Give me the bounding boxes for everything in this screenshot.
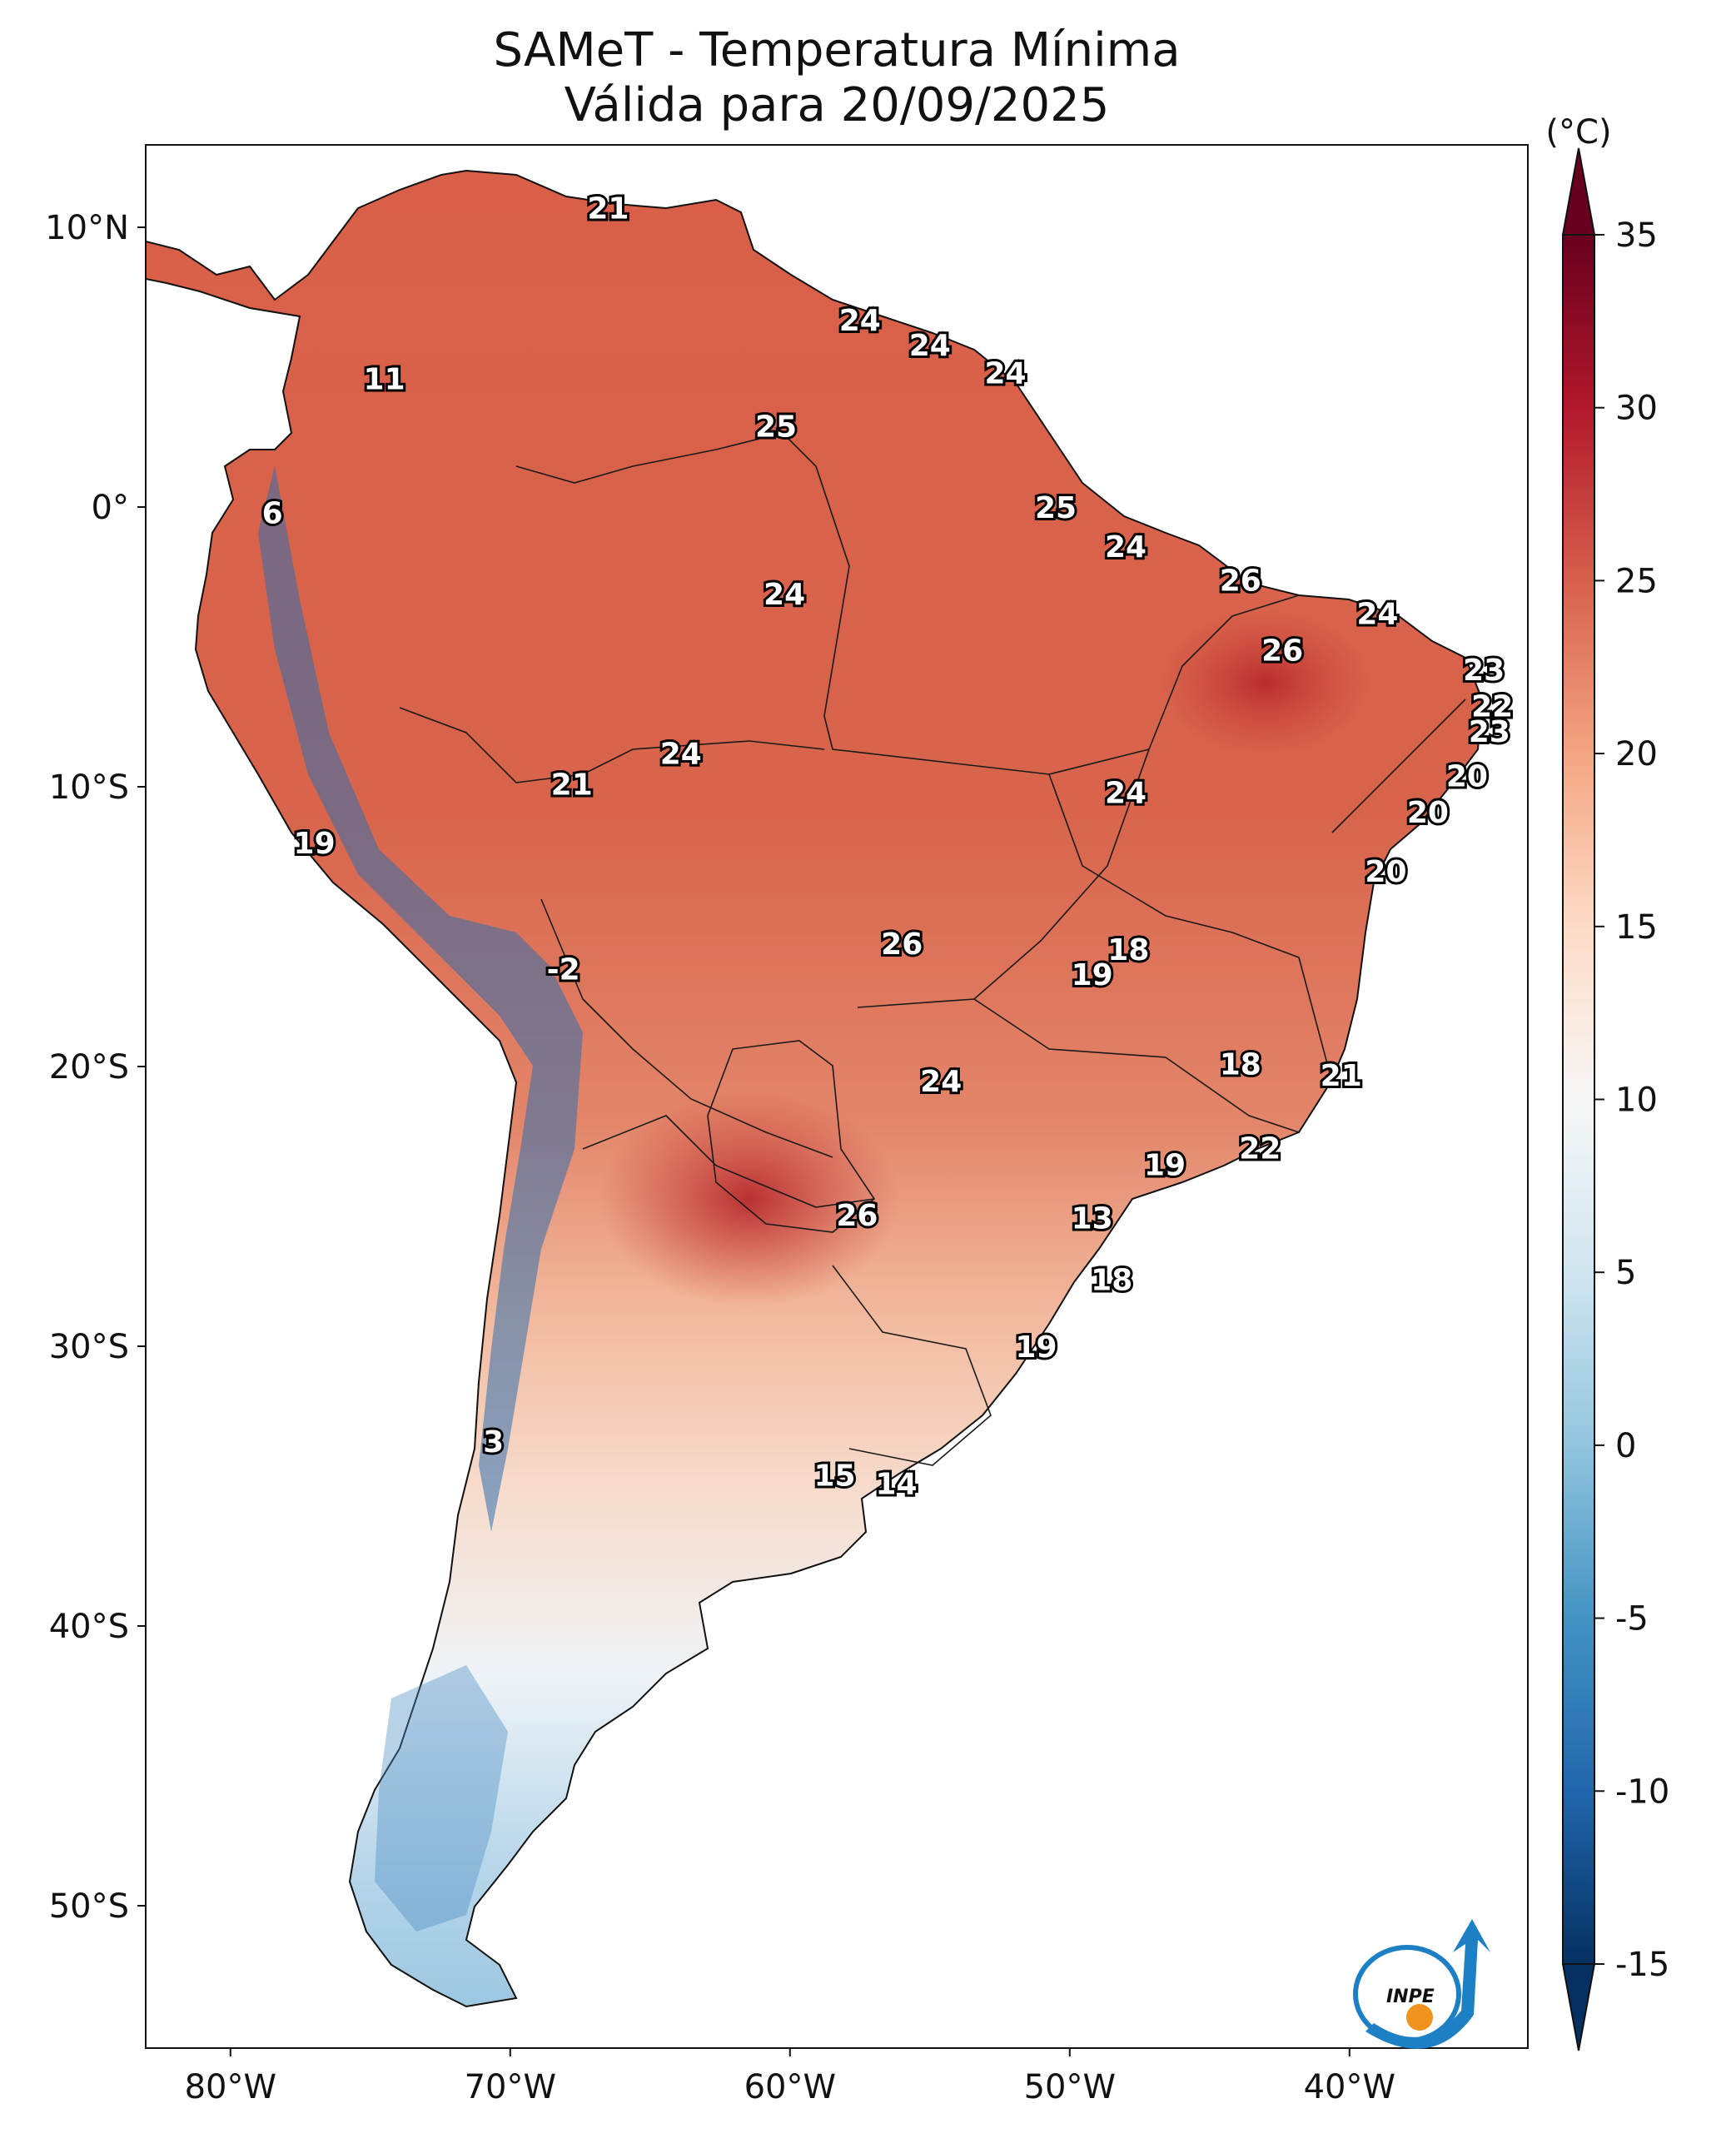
patagonia-cold-zone — [375, 1665, 508, 1932]
south-america-landmass — [146, 169, 1484, 2008]
station-value-label: 14 — [875, 1468, 917, 1502]
station-value-label: 22 — [1239, 1131, 1281, 1166]
station-value-label: 18 — [1220, 1048, 1261, 1082]
station-value-label: 3 — [483, 1425, 504, 1459]
station-value-label: 23 — [1469, 715, 1510, 749]
colorbar-ticks: 35 30 25 20 15 10 5 0 -5 -10 -15 — [1594, 216, 1669, 1984]
colorbar-tick-label: 0 — [1615, 1427, 1636, 1465]
station-value-label: 24 — [920, 1065, 962, 1099]
colorbar-body — [1562, 234, 1595, 1965]
station-value-label: 20 — [1446, 760, 1488, 794]
lon-tick-label: 80°W — [185, 2068, 276, 2106]
station-value-label: 24 — [1105, 777, 1147, 811]
station-value-label: 25 — [1035, 491, 1077, 525]
lat-tick-label: 40°S — [49, 1608, 129, 1646]
station-value-label: 24 — [660, 738, 702, 772]
station-value-label: 22 — [1471, 690, 1513, 724]
lon-tick-label: 50°W — [1024, 2068, 1116, 2106]
colorbar-tick-label: 35 — [1615, 216, 1658, 255]
colorbar-tick-label: -15 — [1615, 1946, 1669, 1984]
station-value-label: 26 — [881, 927, 923, 962]
station-value-label: 24 — [1356, 598, 1398, 632]
station-value-label: 21 — [551, 768, 593, 803]
station-value-label: 20 — [1407, 796, 1449, 830]
map-title-line1: SAMeT - Temperatura Mínima — [493, 23, 1181, 77]
station-value-label: 19 — [1072, 958, 1113, 992]
colorbar-top-extension — [1561, 147, 1596, 236]
colorbar-tick-label: 30 — [1615, 390, 1658, 428]
map-area — [146, 169, 1484, 2008]
station-value-label: 24 — [984, 357, 1026, 391]
station-value-label: 24 — [764, 578, 805, 612]
station-value-label: 21 — [587, 191, 629, 226]
colorbar-tick-label: 15 — [1615, 908, 1658, 947]
station-value-label: 19 — [1144, 1149, 1186, 1183]
station-value-label: 18 — [1091, 1263, 1132, 1297]
station-value-label: 15 — [814, 1459, 856, 1494]
colorbar-bottom-extension — [1561, 1963, 1596, 2051]
station-value-label: 11 — [364, 362, 405, 396]
colorbar-tick-label: -10 — [1615, 1773, 1669, 1811]
colorbar-tick-label: -5 — [1615, 1600, 1649, 1638]
station-value-label: 6 — [262, 497, 283, 531]
station-value-label: 26 — [836, 1199, 878, 1233]
station-value-label: -2 — [547, 952, 580, 987]
station-value-label: 24 — [1105, 530, 1147, 564]
station-value-label: 26 — [1220, 564, 1261, 598]
station-value-label: 13 — [1072, 1201, 1113, 1236]
hot-region — [599, 1091, 899, 1307]
andes-cold-band — [258, 466, 583, 1532]
lon-tick-label: 40°W — [1304, 2068, 1395, 2106]
map-frame — [145, 144, 1529, 2049]
lat-tick-label: 50°S — [49, 1887, 129, 1926]
map-title-line2: Válida para 20/09/2025 — [564, 78, 1110, 132]
station-value-label: 23 — [1463, 654, 1505, 688]
station-value-label: 21 — [1321, 1059, 1362, 1093]
colorbar-tick-label: 20 — [1615, 735, 1658, 773]
inpe-logo: INPE — [1353, 1919, 1490, 2049]
colorbar-unit: (°C) — [1545, 113, 1611, 152]
lat-tick-label: 0° — [92, 489, 129, 527]
lon-tick-label: 70°W — [465, 2068, 556, 2106]
station-value-label: 18 — [1107, 933, 1149, 967]
inpe-logo-text: INPE — [1386, 1986, 1435, 2007]
country-borders — [399, 432, 1466, 1466]
colorbar-tick-label: 5 — [1615, 1254, 1636, 1292]
latitude-axis: 10°N 0° 10°S 20°S 30°S 40°S 50°S — [45, 209, 146, 1926]
station-value-label: 25 — [755, 410, 797, 445]
station-value-label: 19 — [294, 827, 336, 861]
lat-tick-label: 30°S — [49, 1328, 129, 1366]
colorbar: (°C) 35 30 25 20 15 10 5 0 -5 -10 -15 — [1545, 113, 1669, 2051]
station-value-label: 24 — [909, 329, 951, 363]
hot-region-northeast — [1157, 608, 1374, 758]
lat-tick-label: 20°S — [49, 1048, 129, 1086]
lat-tick-label: 10°S — [49, 768, 129, 807]
station-value-label: 19 — [1015, 1330, 1057, 1365]
colorbar-tick-label: 25 — [1615, 562, 1658, 600]
station-value-label: 24 — [839, 304, 881, 338]
station-value-label: 26 — [1261, 634, 1303, 668]
lon-tick-label: 60°W — [744, 2068, 836, 2106]
longitude-axis: 80°W 70°W 60°W 50°W 40°W — [185, 2048, 1395, 2106]
station-value-label: 20 — [1365, 855, 1406, 889]
colorbar-tick-label: 10 — [1615, 1081, 1658, 1120]
lat-tick-label: 10°N — [45, 209, 129, 247]
